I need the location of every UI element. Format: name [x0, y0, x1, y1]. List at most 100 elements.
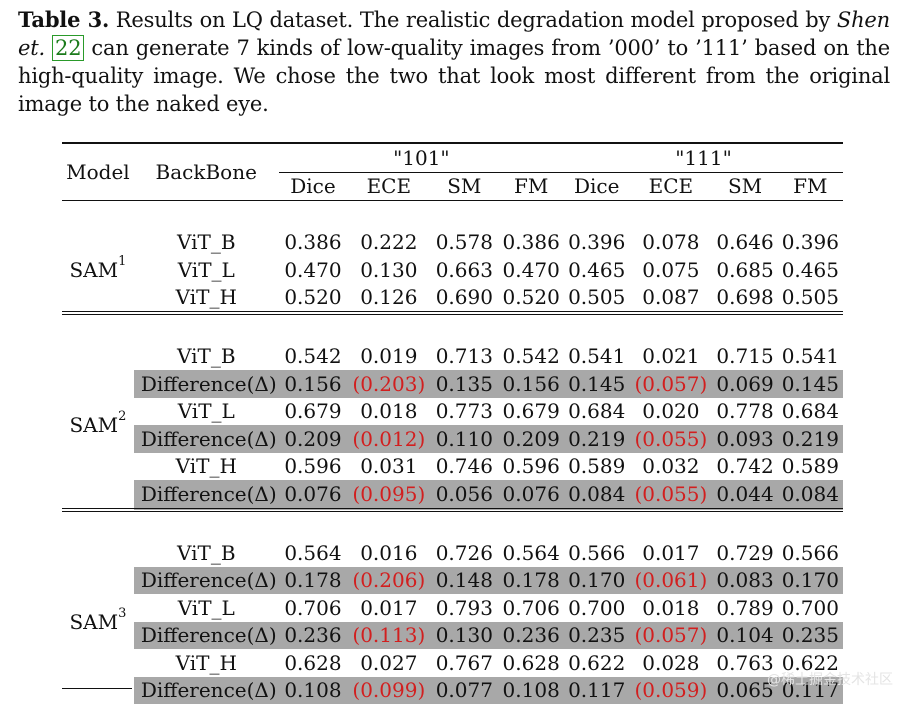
value-cell: 0.222	[347, 229, 430, 257]
value-cell: 0.093	[712, 425, 777, 453]
metric-header: ECE	[629, 172, 712, 201]
value-cell: 0.117	[564, 677, 629, 704]
value-cell: 0.505	[564, 284, 629, 314]
value-cell: 0.209	[279, 425, 348, 453]
header-group-row: Model BackBone "101" "111"	[62, 143, 843, 172]
value-cell: 0.596	[279, 453, 348, 481]
value-cell: (0.055)	[629, 425, 712, 453]
value-cell: 0.130	[430, 622, 498, 650]
value-cell: 0.793	[430, 594, 498, 622]
value-cell: 0.044	[712, 480, 777, 510]
caption-text-2: can generate 7 kinds of low-quality imag…	[18, 36, 890, 116]
value-cell: 0.520	[498, 284, 564, 314]
caption-author: Shen	[837, 8, 890, 32]
backbone-label: ViT_L	[134, 594, 279, 622]
citation-link[interactable]: 22	[52, 35, 84, 61]
value-cell: 0.028	[629, 649, 712, 677]
backbone-label: ViT_L	[134, 256, 279, 284]
metric-header: ECE	[347, 172, 430, 201]
value-cell: 0.589	[778, 453, 843, 481]
value-cell: 0.742	[712, 453, 777, 481]
value-cell: 0.021	[629, 343, 712, 371]
value-cell: 0.130	[347, 256, 430, 284]
backbone-label: Difference(Δ)	[134, 567, 279, 595]
value-cell: 0.542	[279, 343, 348, 371]
value-cell: 0.077	[430, 677, 498, 704]
value-cell: (0.203)	[347, 370, 430, 398]
value-cell: 0.767	[430, 649, 498, 677]
value-cell: 0.017	[347, 594, 430, 622]
backbone-label: Difference(Δ)	[134, 425, 279, 453]
value-cell: 0.083	[712, 567, 777, 595]
value-cell: 0.018	[629, 594, 712, 622]
value-cell: 0.564	[498, 539, 564, 567]
value-cell: 0.236	[498, 622, 564, 650]
value-cell: 0.706	[279, 594, 348, 622]
metric-header: FM	[498, 172, 564, 201]
value-cell: 0.679	[498, 398, 564, 426]
model-name: SAM	[69, 258, 118, 282]
value-cell: 0.170	[564, 567, 629, 595]
value-cell: 0.726	[430, 539, 498, 567]
backbone-label: Difference(Δ)	[134, 370, 279, 398]
value-cell: 0.084	[564, 480, 629, 510]
group-header-111: "111"	[564, 143, 843, 172]
value-cell: 0.628	[279, 649, 348, 677]
value-cell: (0.055)	[629, 480, 712, 510]
value-cell: 0.789	[712, 594, 777, 622]
value-cell: 0.027	[347, 649, 430, 677]
value-cell: (0.012)	[347, 425, 430, 453]
model-col-header: Model	[62, 143, 134, 201]
section-double-rule	[62, 510, 843, 540]
value-cell: 0.075	[629, 256, 712, 284]
caption-etal: et.	[18, 36, 45, 60]
value-cell: 0.505	[778, 284, 843, 314]
value-cell: 0.622	[564, 649, 629, 677]
value-cell: 0.145	[778, 370, 843, 398]
value-cell: 0.596	[498, 453, 564, 481]
value-cell: 0.646	[712, 229, 777, 257]
value-cell: 0.219	[564, 425, 629, 453]
value-cell: 0.396	[564, 229, 629, 257]
value-cell: 0.145	[564, 370, 629, 398]
backbone-label: ViT_B	[134, 539, 279, 567]
section-double-rule	[62, 313, 843, 343]
model-superscript: 1	[118, 254, 126, 269]
value-cell: 0.713	[430, 343, 498, 371]
model-name: SAM	[69, 610, 118, 634]
value-cell: 0.520	[279, 284, 348, 314]
value-cell: 0.685	[712, 256, 777, 284]
backbone-label: ViT_H	[134, 453, 279, 481]
value-cell: 0.235	[564, 622, 629, 650]
value-cell: 0.542	[498, 343, 564, 371]
value-cell: 0.108	[279, 677, 348, 704]
header-rule	[62, 201, 843, 229]
value-cell: (0.206)	[347, 567, 430, 595]
value-cell: 0.541	[564, 343, 629, 371]
metric-header: SM	[430, 172, 498, 201]
value-cell: 0.470	[498, 256, 564, 284]
value-cell: 0.032	[629, 453, 712, 481]
value-cell: 0.684	[564, 398, 629, 426]
value-cell: 0.078	[629, 229, 712, 257]
backbone-col-header: BackBone	[134, 143, 279, 201]
bottom-rule	[62, 688, 132, 689]
backbone-label: ViT_H	[134, 649, 279, 677]
value-cell: 0.108	[498, 677, 564, 704]
value-cell: (0.059)	[629, 677, 712, 704]
value-cell: 0.541	[778, 343, 843, 371]
value-cell: 0.019	[347, 343, 430, 371]
value-cell: 0.076	[498, 480, 564, 510]
value-cell: 0.566	[564, 539, 629, 567]
value-cell: 0.746	[430, 453, 498, 481]
value-cell: 0.700	[564, 594, 629, 622]
value-cell: 0.564	[279, 539, 348, 567]
